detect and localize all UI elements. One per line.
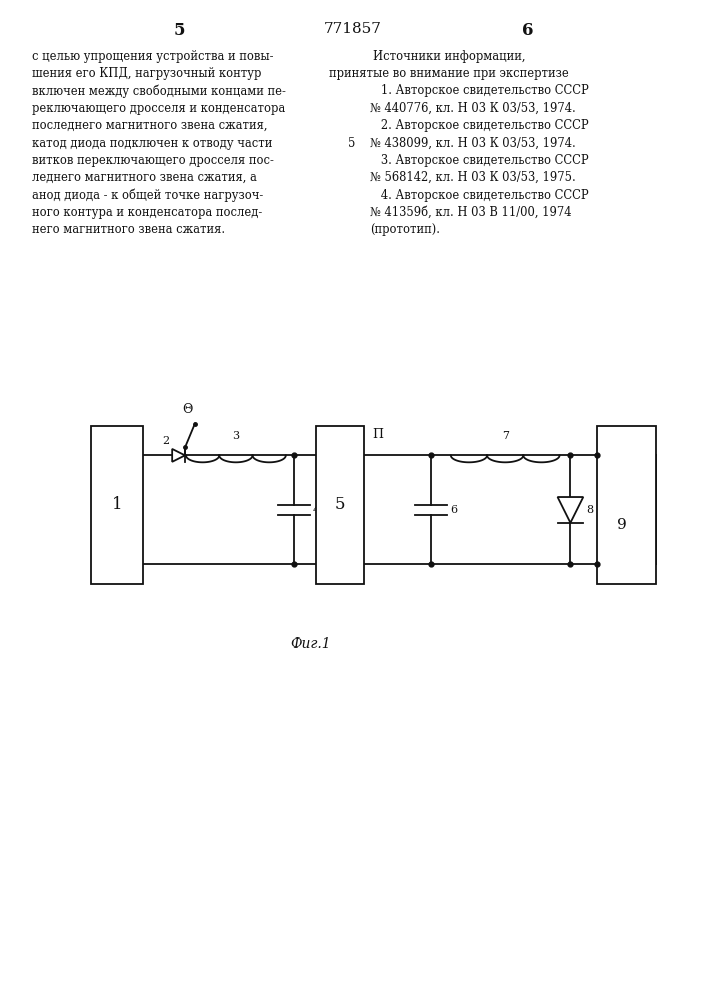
Text: принятые во внимание при экспертизе: принятые во внимание при экспертизе — [329, 67, 568, 80]
Text: включен между свободными концами пе-: включен между свободными концами пе- — [32, 84, 286, 98]
Bar — [91, 426, 143, 584]
Text: 1: 1 — [112, 496, 122, 513]
Text: 5: 5 — [348, 137, 355, 150]
Text: 4. Авторское свидетельство СССР: 4. Авторское свидетельство СССР — [370, 189, 588, 202]
Text: 7: 7 — [502, 431, 509, 441]
Text: № 41359б, кл. Н 03 В 11/00, 1974: № 41359б, кл. Н 03 В 11/00, 1974 — [370, 206, 571, 219]
Polygon shape — [558, 497, 583, 523]
Text: № 440776, кл. Н 03 К 03/53, 1974.: № 440776, кл. Н 03 К 03/53, 1974. — [370, 102, 575, 115]
Text: (прототип).: (прототип). — [370, 223, 440, 236]
Bar — [317, 426, 364, 584]
Text: 1. Авторское свидетельство СССР: 1. Авторское свидетельство СССР — [370, 84, 588, 97]
Text: 6: 6 — [522, 22, 534, 39]
Text: реключающего дросселя и конденсатора: реключающего дросселя и конденсатора — [32, 102, 285, 115]
Text: 5: 5 — [335, 496, 346, 513]
Text: № 568142, кл. Н 03 К 03/53, 1975.: № 568142, кл. Н 03 К 03/53, 1975. — [370, 171, 575, 184]
Text: 5: 5 — [173, 22, 185, 39]
Text: шения его КПД, нагрузочный контур: шения его КПД, нагрузочный контур — [32, 67, 261, 80]
Text: 4: 4 — [312, 505, 320, 515]
Bar — [597, 426, 656, 584]
Text: 2. Авторское свидетельство СССР: 2. Авторское свидетельство СССР — [370, 119, 588, 132]
Text: анод диода - к общей точке нагрузоч-: анод диода - к общей точке нагрузоч- — [32, 189, 263, 202]
Text: Источники информации,: Источники информации, — [373, 50, 525, 63]
Text: витков переключающего дросселя пос-: витков переключающего дросселя пос- — [32, 154, 274, 167]
Text: 6: 6 — [450, 505, 457, 515]
Text: катод диода подключен к отводу части: катод диода подключен к отводу части — [32, 137, 272, 150]
Text: 2: 2 — [162, 436, 169, 446]
Polygon shape — [173, 449, 185, 462]
Text: ного контура и конденсатора послед-: ного контура и конденсатора послед- — [32, 206, 262, 219]
Text: 3: 3 — [233, 431, 240, 441]
Text: № 438099, кл. Н 03 К 03/53, 1974.: № 438099, кл. Н 03 К 03/53, 1974. — [370, 137, 575, 150]
Text: леднего магнитного звена сжатия, а: леднего магнитного звена сжатия, а — [32, 171, 257, 184]
Text: П: П — [372, 428, 382, 441]
Text: Фиг.1: Фиг.1 — [290, 637, 331, 651]
Text: 8: 8 — [586, 505, 593, 515]
Text: с целью упрощения устройства и повы-: с целью упрощения устройства и повы- — [32, 50, 274, 63]
Text: последнего магнитного звена сжатия,: последнего магнитного звена сжатия, — [32, 119, 267, 132]
Text: него магнитного звена сжатия.: него магнитного звена сжатия. — [32, 223, 225, 236]
Text: 3. Авторское свидетельство СССР: 3. Авторское свидетельство СССР — [370, 154, 588, 167]
Text: 771857: 771857 — [324, 22, 382, 36]
Text: 9: 9 — [617, 518, 626, 532]
Text: Θ: Θ — [182, 403, 192, 416]
